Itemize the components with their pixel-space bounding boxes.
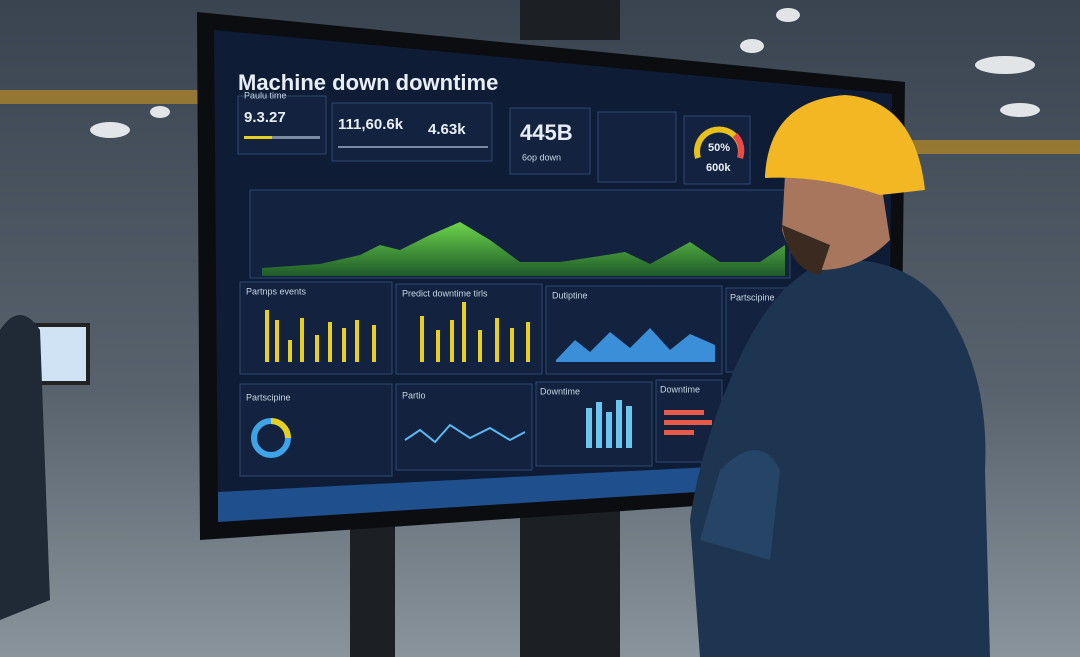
hard-hat: [765, 95, 925, 195]
trend-area: [262, 222, 785, 276]
kpi-card: [331, 102, 493, 162]
dashboard-title: Machine down downtime: [238, 70, 498, 95]
kpi-value: 9.3.27: [244, 109, 286, 126]
kpi-value: 111,60.6k: [338, 116, 404, 133]
beam: [900, 140, 1080, 154]
kpi-bar-fill: [244, 136, 272, 139]
worker-arm: [700, 450, 780, 560]
panel-title: Partnps events: [246, 286, 307, 296]
kpi-card: [509, 107, 591, 175]
kpi-slider: [338, 146, 488, 148]
panel-title: Downtime: [660, 384, 700, 394]
donut-segment: [270, 418, 291, 439]
legend-card: [597, 111, 677, 183]
chart-panel: [395, 383, 533, 471]
panel-title: Partscipine: [246, 392, 291, 402]
panel-title: Dutiptine: [552, 290, 588, 300]
red-bars: [664, 410, 712, 435]
kpi-label: Paulu time: [244, 90, 287, 100]
gauge-label: 50%: [708, 142, 730, 154]
kpi-bar: [244, 136, 320, 139]
stand-leg: [350, 520, 395, 657]
stand-top: [520, 0, 620, 40]
panel-title: Downtime: [540, 386, 580, 396]
blue-area: [556, 328, 715, 362]
chart-panel: [239, 383, 393, 477]
panel-title: Partscipine: [730, 292, 775, 302]
beam: [0, 90, 200, 104]
line-chart: [404, 423, 526, 444]
yellow-bars: [265, 302, 530, 362]
panel-title: Predict downtime tirls: [402, 288, 488, 298]
gauge-label: 600k: [706, 162, 731, 174]
ceiling-lights: [90, 8, 1040, 138]
background-worker: [0, 315, 50, 620]
kpi-value: 445B: [520, 120, 573, 145]
blue-bars: [586, 400, 632, 448]
gauge-arc-red: [732, 132, 745, 160]
stand-leg: [520, 510, 620, 657]
kpi-label: 6op down: [522, 152, 561, 162]
worker-beard: [782, 225, 830, 275]
kpi-card: [237, 95, 327, 155]
chart-panel: [535, 381, 653, 467]
kpi-value: 4.63k: [428, 121, 466, 138]
panel-title: Partio: [402, 390, 426, 400]
